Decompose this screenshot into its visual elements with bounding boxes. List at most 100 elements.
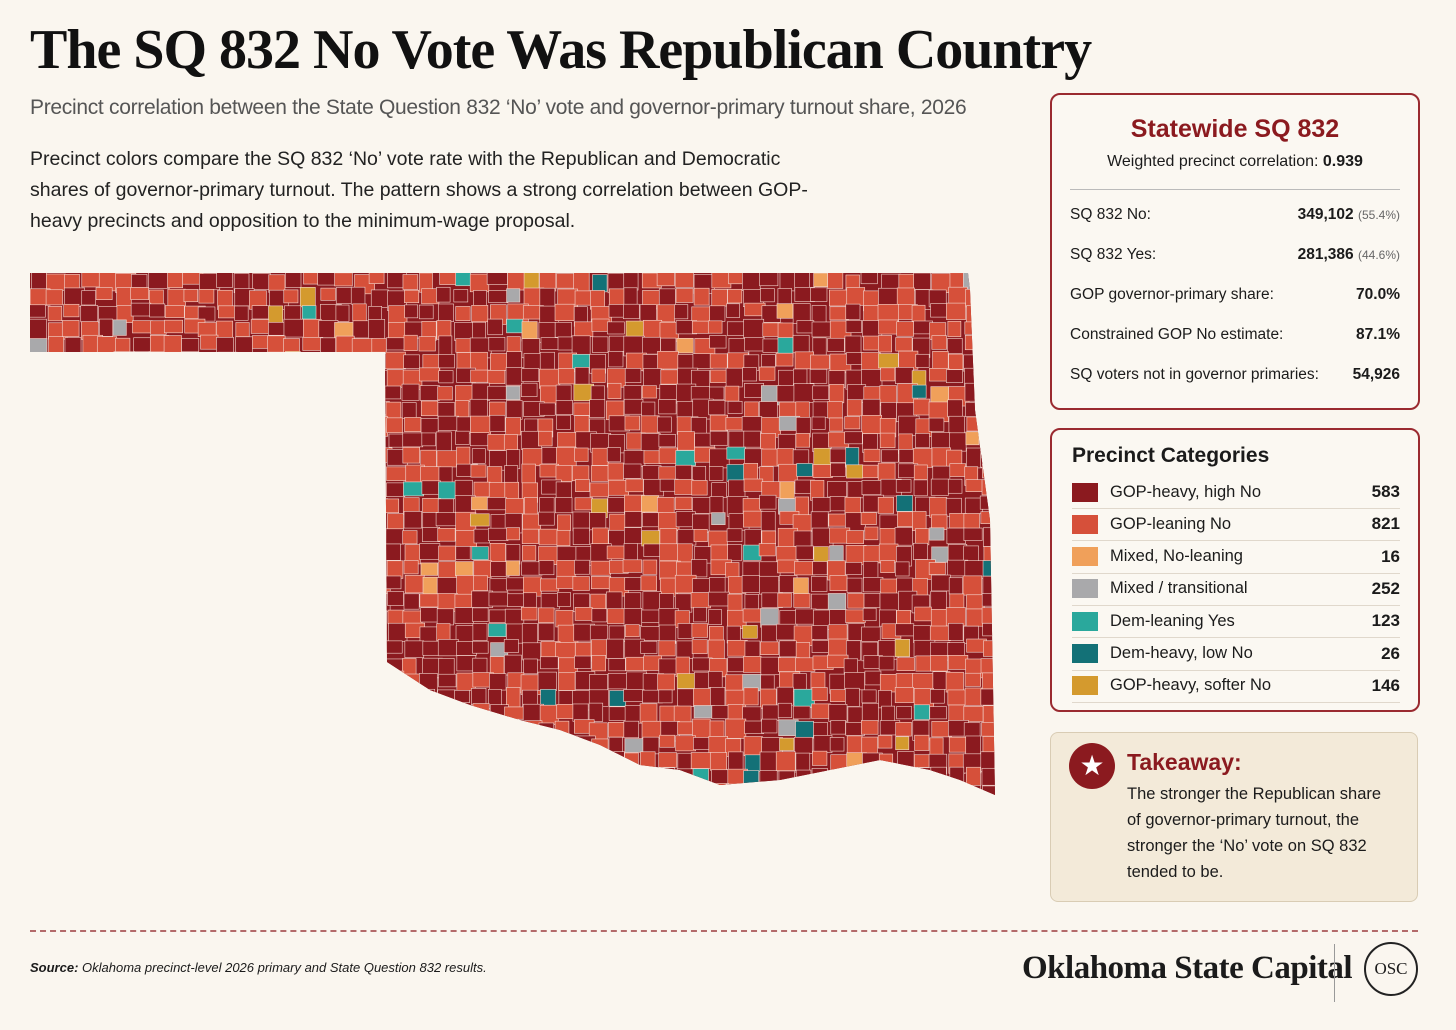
summary-row: GOP governor-primary share: 70.0% — [1070, 286, 1400, 304]
precinct-cell — [284, 607, 301, 620]
precinct-cell — [422, 527, 440, 542]
precinct-cell — [166, 383, 181, 402]
precinct-cell — [199, 754, 218, 772]
precinct-cell — [251, 625, 268, 646]
precinct-cell — [608, 722, 626, 738]
precinct-cell — [182, 722, 203, 743]
precinct-cell — [285, 687, 303, 705]
precinct-cell — [114, 544, 135, 564]
precinct-cell — [198, 400, 216, 422]
precinct-cell — [113, 351, 135, 372]
precinct-cell — [285, 720, 301, 735]
precinct-cell — [760, 608, 779, 628]
value: 349,102 — [1297, 206, 1354, 223]
precinct-cell — [674, 479, 694, 495]
precinct-cell — [149, 415, 164, 433]
precinct-cell — [878, 335, 892, 353]
precinct-cell — [572, 703, 589, 722]
precinct-cell — [404, 640, 425, 659]
precinct-cell — [472, 640, 489, 654]
precinct-cell — [487, 370, 506, 384]
precinct-cell — [556, 273, 576, 289]
precinct-cell — [556, 560, 576, 578]
precinct-cell — [455, 719, 473, 738]
precinct-cell — [506, 288, 521, 303]
precinct-cell — [453, 768, 474, 782]
precinct-cell — [693, 529, 708, 543]
precinct-cell — [708, 671, 723, 688]
precinct-cell — [997, 275, 1010, 292]
precinct-cell — [574, 607, 593, 621]
precinct-cell — [555, 400, 573, 415]
precinct-cell — [235, 416, 250, 437]
precinct-cell — [181, 688, 200, 703]
precinct-cell — [709, 386, 725, 401]
precinct-cell — [608, 785, 629, 795]
legend-item: GOP-heavy, high No 583 — [1072, 476, 1400, 509]
precinct-cell — [79, 431, 98, 449]
precinct-cell — [30, 338, 48, 359]
precinct-cell — [62, 689, 84, 710]
precinct-cell — [386, 670, 405, 688]
precinct-cell — [522, 448, 543, 467]
precinct-cell — [692, 578, 712, 594]
precinct-cell — [623, 720, 640, 739]
precinct-cell — [166, 417, 186, 433]
precinct-cell — [30, 704, 51, 721]
precinct-cell — [251, 495, 269, 515]
precinct-cell — [524, 720, 543, 734]
precinct-cell — [761, 448, 780, 467]
precinct-cell — [709, 720, 725, 737]
precinct-cell — [557, 514, 571, 531]
precinct-cell — [878, 753, 894, 774]
precinct-cell — [438, 481, 457, 500]
precinct-cell — [845, 447, 860, 468]
precinct-cell — [318, 577, 335, 592]
precinct-cell — [845, 609, 866, 623]
precinct-cell — [402, 530, 418, 545]
precinct-cell — [438, 354, 455, 369]
precinct-cell — [964, 687, 983, 706]
precinct-cell — [726, 303, 740, 318]
precinct-cell — [589, 512, 607, 531]
precinct-cell — [46, 608, 64, 625]
precinct-cell — [623, 398, 644, 415]
precinct-cell — [1000, 291, 1010, 308]
precinct-cell — [915, 784, 932, 795]
precinct-cell — [199, 671, 218, 691]
precinct-cell — [235, 751, 250, 769]
precinct-cell — [146, 718, 162, 733]
precinct-cell — [606, 545, 627, 560]
precinct-cell — [167, 433, 184, 452]
precinct-cell — [930, 514, 948, 530]
precinct-cell — [61, 414, 80, 434]
precinct-cell — [251, 384, 267, 402]
precinct-cell — [199, 655, 219, 673]
precinct-cell — [966, 594, 985, 610]
precinct-cell — [96, 703, 115, 722]
precinct-cell — [472, 607, 489, 622]
precinct-cell — [999, 354, 1010, 369]
precinct-cell — [861, 415, 882, 434]
precinct-cell — [622, 559, 643, 573]
precinct-cell — [200, 594, 221, 614]
precinct-cell — [183, 401, 201, 421]
precinct-cell — [182, 497, 201, 517]
value: 87.1% — [1356, 326, 1400, 343]
precinct-cell — [115, 481, 133, 498]
precinct-cell — [863, 545, 882, 564]
precinct-cell — [725, 562, 740, 578]
precinct-cell — [658, 447, 678, 464]
precinct-cell — [80, 482, 95, 502]
precinct-cell — [981, 479, 995, 496]
precinct-cell — [61, 545, 78, 565]
precinct-cell — [521, 382, 538, 397]
precinct-cell — [250, 481, 267, 503]
precinct-cell — [981, 322, 995, 339]
precinct-cell — [776, 785, 797, 795]
precinct-cell — [61, 770, 78, 784]
precinct-cell — [320, 654, 340, 672]
precinct-cell — [30, 433, 48, 448]
precinct-cell — [711, 273, 732, 289]
